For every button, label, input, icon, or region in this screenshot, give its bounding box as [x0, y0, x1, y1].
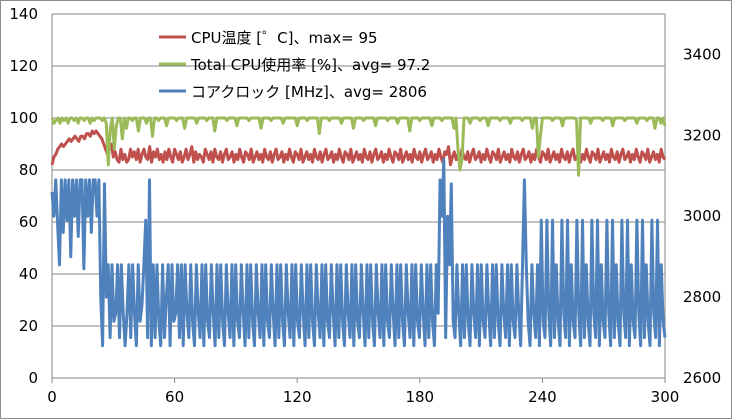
- y-left-tick-label: 20: [19, 317, 38, 335]
- x-tick-label: 120: [283, 388, 312, 406]
- series-lines: [50, 116, 667, 348]
- y-right-tick-label: 3400: [683, 45, 721, 63]
- y-left-tick-label: 80: [19, 161, 38, 179]
- series-line-1: [50, 129, 667, 167]
- legend: CPU温度 [゜C]、max= 95 Total CPU使用率 [%]、avg= …: [159, 29, 430, 101]
- x-tick-label: 240: [528, 388, 557, 406]
- legend-label-1: CPU温度 [゜C]、max= 95: [191, 29, 378, 47]
- series-line-2: [50, 116, 667, 177]
- y-right-tick-label: 3000: [683, 207, 721, 225]
- y-left-tick-label: 60: [19, 213, 38, 231]
- x-tick-label: 180: [405, 388, 434, 406]
- legend-label-3: コアクロック [MHz]、avg= 2806: [191, 83, 427, 101]
- legend-label-2: Total CPU使用率 [%]、avg= 97.2: [190, 56, 430, 74]
- x-tick-label: 0: [47, 388, 57, 406]
- y-left-tick-label: 120: [9, 57, 38, 75]
- y-right-tick-label: 3200: [683, 126, 721, 144]
- y-left-tick-label: 40: [19, 265, 38, 283]
- y-left-tick-label: 100: [9, 109, 38, 127]
- tick-labels: 0 20 40 60 80 100 120 140 2600 2800 3000 3200 3400 0 6…: [9, 5, 721, 406]
- series-line-3: [50, 158, 667, 348]
- y-right-tick-label: 2600: [683, 369, 721, 387]
- x-tick-label: 300: [651, 388, 680, 406]
- x-tick-label: 60: [165, 388, 184, 406]
- y-left-tick-label: 0: [28, 369, 38, 387]
- y-right-tick-label: 2800: [683, 288, 721, 306]
- y-left-tick-label: 140: [9, 5, 38, 23]
